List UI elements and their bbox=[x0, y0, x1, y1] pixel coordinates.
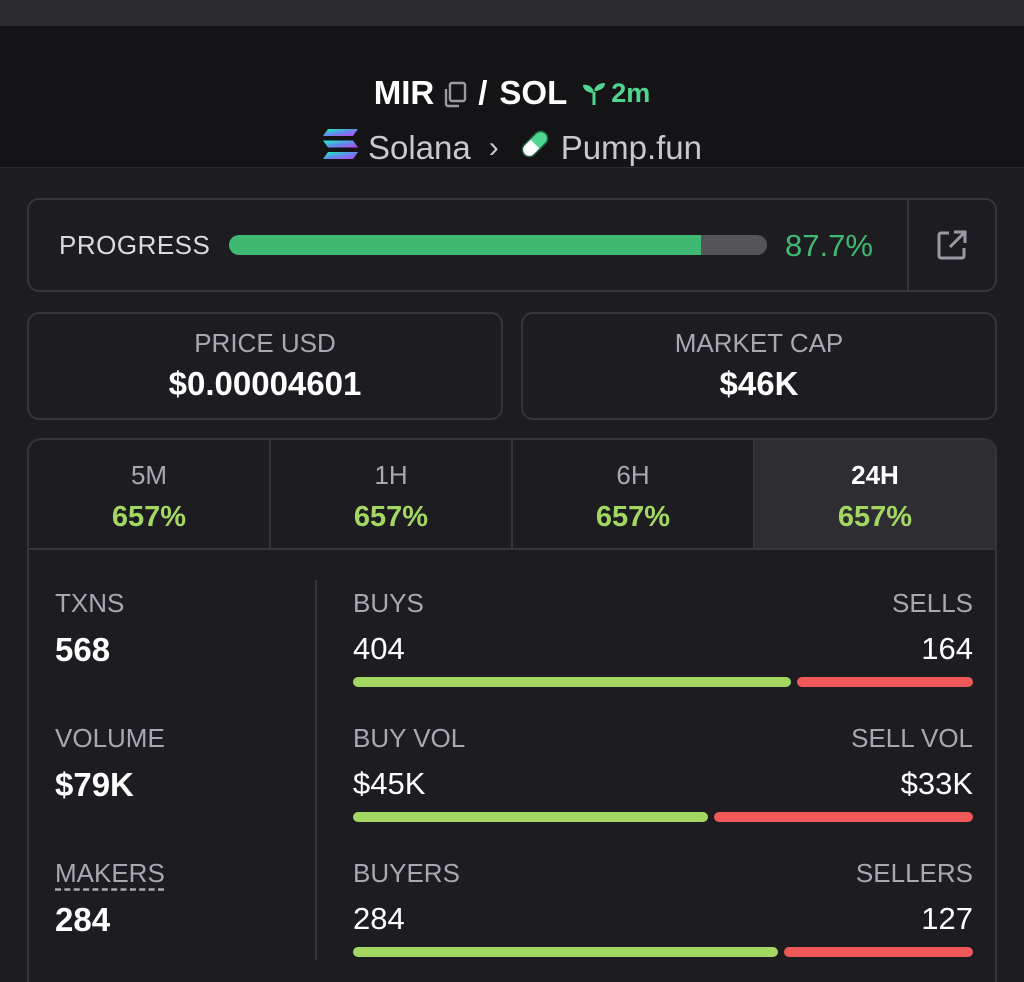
progress-label: PROGRESS bbox=[59, 230, 211, 260]
market-cap-value: $46K bbox=[719, 365, 799, 402]
copy-icon[interactable] bbox=[442, 79, 468, 108]
sellers-value: 127 bbox=[921, 901, 973, 936]
progress-value: 87.7% bbox=[785, 228, 873, 263]
seedling-icon bbox=[583, 83, 606, 105]
tab-price-change: 657% bbox=[353, 501, 429, 533]
pair-title: MIR / SOL 2m bbox=[0, 74, 1024, 112]
tab-label: 1H bbox=[374, 460, 408, 490]
buy-ratio-fill bbox=[353, 812, 708, 822]
age-text: 2m bbox=[611, 77, 651, 108]
tab-label: 24H bbox=[851, 460, 899, 490]
tab-5m[interactable]: 5M 657% bbox=[29, 440, 271, 548]
makers-metric: MAKERS 284 bbox=[55, 858, 165, 939]
tab-6h[interactable]: 6H 657% bbox=[513, 440, 755, 548]
buys-value: 404 bbox=[353, 631, 405, 666]
chain-link[interactable]: Solana bbox=[367, 129, 471, 166]
pair-separator: / bbox=[478, 74, 488, 111]
makers-label[interactable]: MAKERS bbox=[55, 858, 165, 888]
buy-ratio-fill bbox=[353, 677, 791, 687]
volume-label: VOLUME bbox=[55, 723, 165, 753]
buys-label: BUYS bbox=[353, 588, 424, 618]
buys-sells-split: BUYS SELLS 404 164 bbox=[353, 588, 973, 687]
txns-label: TXNS bbox=[55, 588, 125, 618]
tab-label: 6H bbox=[616, 460, 650, 490]
volume-ratio-bar bbox=[353, 812, 973, 822]
buy-ratio-fill bbox=[353, 947, 778, 957]
quote-symbol: SOL bbox=[499, 74, 568, 111]
tab-price-change: 657% bbox=[111, 501, 187, 533]
sell-ratio-fill bbox=[797, 677, 973, 687]
tab-price-change: 657% bbox=[837, 501, 913, 533]
solana-logo-icon bbox=[322, 127, 360, 169]
market-cap-card: MARKET CAP $46K bbox=[521, 312, 997, 420]
txns-metric: TXNS 568 bbox=[55, 588, 124, 669]
sell-vol-label: SELL VOL bbox=[851, 723, 973, 753]
sellers-label: SELLERS bbox=[855, 858, 973, 888]
sell-vol-value: $33K bbox=[900, 766, 973, 801]
bonding-progress-card: PROGRESS 87.7% bbox=[27, 198, 997, 292]
pair-age: 2m bbox=[581, 78, 650, 109]
buy-vol-label: BUY VOL bbox=[353, 723, 466, 753]
external-link-icon[interactable] bbox=[935, 228, 969, 267]
column-divider bbox=[315, 580, 317, 960]
timeframe-tabs: 5M 657% 1H 657% 6H 657% 24H 657% bbox=[29, 440, 995, 550]
tab-1h[interactable]: 1H 657% bbox=[271, 440, 513, 548]
price-usd-card: PRICE USD $0.00004601 bbox=[27, 312, 503, 420]
sell-ratio-fill bbox=[714, 812, 973, 822]
price-usd-label: PRICE USD bbox=[194, 328, 336, 358]
buyers-value: 284 bbox=[353, 901, 405, 936]
pill-icon bbox=[517, 126, 553, 170]
sells-value: 164 bbox=[921, 631, 973, 666]
progress-divider bbox=[907, 200, 909, 290]
tab-label: 5M bbox=[130, 460, 168, 490]
base-symbol: MIR bbox=[373, 74, 435, 111]
volume-value: $79K bbox=[55, 766, 134, 803]
breadcrumb: Solana › Pump.fun bbox=[0, 126, 1024, 170]
buyers-sellers-split: BUYERS SELLERS 284 127 bbox=[353, 858, 973, 957]
sells-label: SELLS bbox=[892, 588, 973, 618]
dex-link[interactable]: Pump.fun bbox=[560, 129, 702, 166]
makers-ratio-bar bbox=[353, 947, 973, 957]
top-strip bbox=[0, 0, 1024, 26]
buy-vol-value: $45K bbox=[353, 766, 426, 801]
txns-value: 568 bbox=[55, 631, 111, 668]
tab-24h[interactable]: 24H 657% bbox=[755, 440, 995, 548]
progress-bar-fill bbox=[229, 235, 701, 255]
price-usd-value: $0.00004601 bbox=[168, 365, 362, 402]
progress-bar bbox=[229, 235, 767, 255]
buy-sell-volume-split: BUY VOL SELL VOL $45K $33K bbox=[353, 723, 973, 822]
market-cap-label: MARKET CAP bbox=[674, 328, 844, 358]
breadcrumb-separator: › bbox=[488, 131, 499, 164]
tab-price-change: 657% bbox=[595, 501, 671, 533]
makers-value: 284 bbox=[55, 901, 111, 938]
sell-ratio-fill bbox=[784, 947, 973, 957]
timeframe-stats-card: 5M 657% 1H 657% 6H 657% 24H 657% TXNS 56… bbox=[27, 438, 997, 982]
buyers-label: BUYERS bbox=[353, 858, 460, 888]
volume-metric: VOLUME $79K bbox=[55, 723, 165, 804]
pair-header: MIR / SOL 2m bbox=[0, 26, 1024, 168]
buys-sells-ratio-bar bbox=[353, 677, 973, 687]
